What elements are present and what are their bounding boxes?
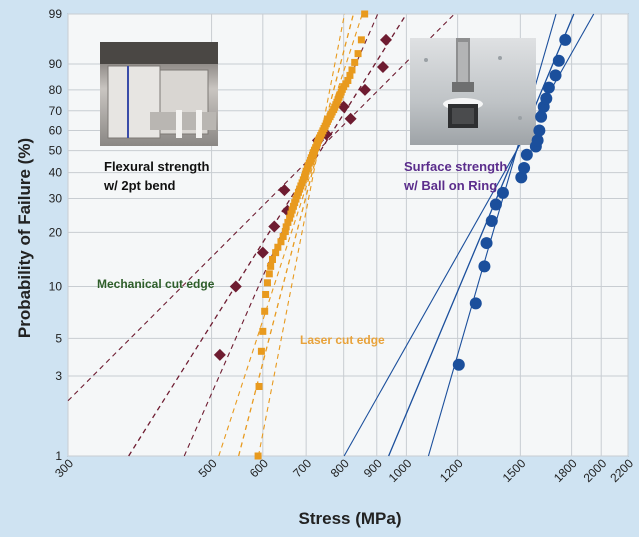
laser-cut-edge-label: Laser cut edge <box>300 333 385 347</box>
mechanical-cut-point <box>337 100 350 113</box>
confidence-bound-1-0 <box>218 13 363 457</box>
y-tick-label: 3 <box>55 369 62 383</box>
mechanical-cut-point <box>376 61 389 74</box>
laser-cut-point <box>351 58 359 66</box>
mechanical-cut-point <box>213 348 226 361</box>
laser-cut-point <box>282 223 290 231</box>
fit-line-1 <box>237 13 355 457</box>
laser-cut-point <box>254 452 262 460</box>
laser-cut-point <box>261 307 269 315</box>
ball-on-ring-point <box>469 297 482 310</box>
laser-cut-point <box>277 238 285 246</box>
laser-cut-point <box>259 327 267 335</box>
ball-on-ring-point <box>542 81 555 94</box>
confidence-bound-0-0 <box>67 13 455 402</box>
ball-on-ring-point <box>478 260 491 273</box>
y-axis-title: Probability of Failure (%) <box>15 138 34 338</box>
laser-cut-point <box>284 218 292 226</box>
y-tick-label: 1 <box>55 449 62 463</box>
ball-on-ring-point <box>552 54 565 67</box>
laser-cut-point <box>348 66 356 74</box>
mechanical-cut-point <box>358 83 371 96</box>
y-tick-label: 80 <box>49 83 63 97</box>
surface-label-line2: w/ Ball on Ring <box>403 178 497 193</box>
laser-cut-point <box>263 279 271 287</box>
bend-fixture-photo <box>100 42 218 146</box>
laser-cut-point <box>265 270 273 278</box>
x-axis-title: Stress (MPa) <box>299 509 402 528</box>
laser-cut-point <box>291 199 299 207</box>
laser-cut-point <box>281 228 289 236</box>
flexural-label-line1: Flexural strength <box>104 159 210 174</box>
mechanical-cut-point <box>256 246 269 259</box>
laser-cut-point <box>257 347 265 355</box>
ball-on-ring-point <box>518 161 531 174</box>
laser-cut-point <box>279 232 287 240</box>
ball-on-ring-point <box>489 198 502 211</box>
flexural-label-line2: w/ 2pt bend <box>103 178 176 193</box>
laser-cut-point <box>354 50 362 58</box>
laser-cut-point <box>287 210 295 218</box>
laser-cut-point <box>272 249 280 257</box>
laser-cut-point <box>262 290 270 298</box>
ball-on-ring-point <box>549 69 562 82</box>
series-layer <box>213 10 572 460</box>
y-tick-label: 60 <box>49 123 63 137</box>
laser-cut-point <box>268 256 276 264</box>
laser-cut-point <box>274 243 282 251</box>
laser-cut-point <box>344 76 352 84</box>
laser-cut-point <box>286 214 294 222</box>
ball-on-ring-point <box>520 148 533 161</box>
laser-cut-point <box>346 71 354 79</box>
ball-on-ring-point <box>531 134 544 147</box>
ball-on-ring-point <box>480 237 493 250</box>
mechanical-cut-point <box>229 280 242 293</box>
confidence-bound-1-1 <box>257 13 346 457</box>
mechanical-cut-edge-label: Mechanical cut edge <box>97 277 215 291</box>
mechanical-cut-point <box>379 33 392 46</box>
y-tick-label: 30 <box>49 192 63 206</box>
surface-label-line1: Surface strength <box>404 159 507 174</box>
laser-cut-point <box>267 262 275 270</box>
y-tick-label: 99 <box>49 7 63 21</box>
y-tick-labels: 1 3 5 10 20 30 40 50 60 70 80 90 99 <box>49 7 63 463</box>
y-tick-label: 90 <box>49 57 63 71</box>
ball-on-ring-point <box>496 186 509 199</box>
mechanical-cut-point <box>278 184 291 197</box>
laser-cut-point <box>289 202 297 210</box>
y-tick-label: 10 <box>49 279 63 293</box>
y-tick-label: 20 <box>49 225 63 239</box>
ball-on-ring-point <box>559 33 572 46</box>
ball-on-ring-point <box>515 171 528 184</box>
laser-cut-point <box>255 382 263 390</box>
mechanical-cut-point <box>268 220 281 233</box>
ball-on-ring-point <box>485 214 498 227</box>
y-tick-label: 50 <box>49 144 63 158</box>
laser-cut-point <box>361 10 369 18</box>
ball-on-ring-point <box>535 110 548 123</box>
laser-cut-point <box>288 206 296 214</box>
laser-cut-point <box>357 36 365 44</box>
ball-on-ring-point <box>452 358 465 371</box>
mechanical-cut-point <box>344 112 357 125</box>
y-tick-label: 40 <box>49 166 63 180</box>
ball-on-ring-point <box>533 124 546 137</box>
ball-on-ring-point <box>540 92 553 105</box>
y-tick-label: 70 <box>49 104 63 118</box>
y-tick-label: 5 <box>55 331 62 345</box>
fit-line-0 <box>128 13 407 457</box>
ball-on-ring-photo <box>410 38 536 145</box>
